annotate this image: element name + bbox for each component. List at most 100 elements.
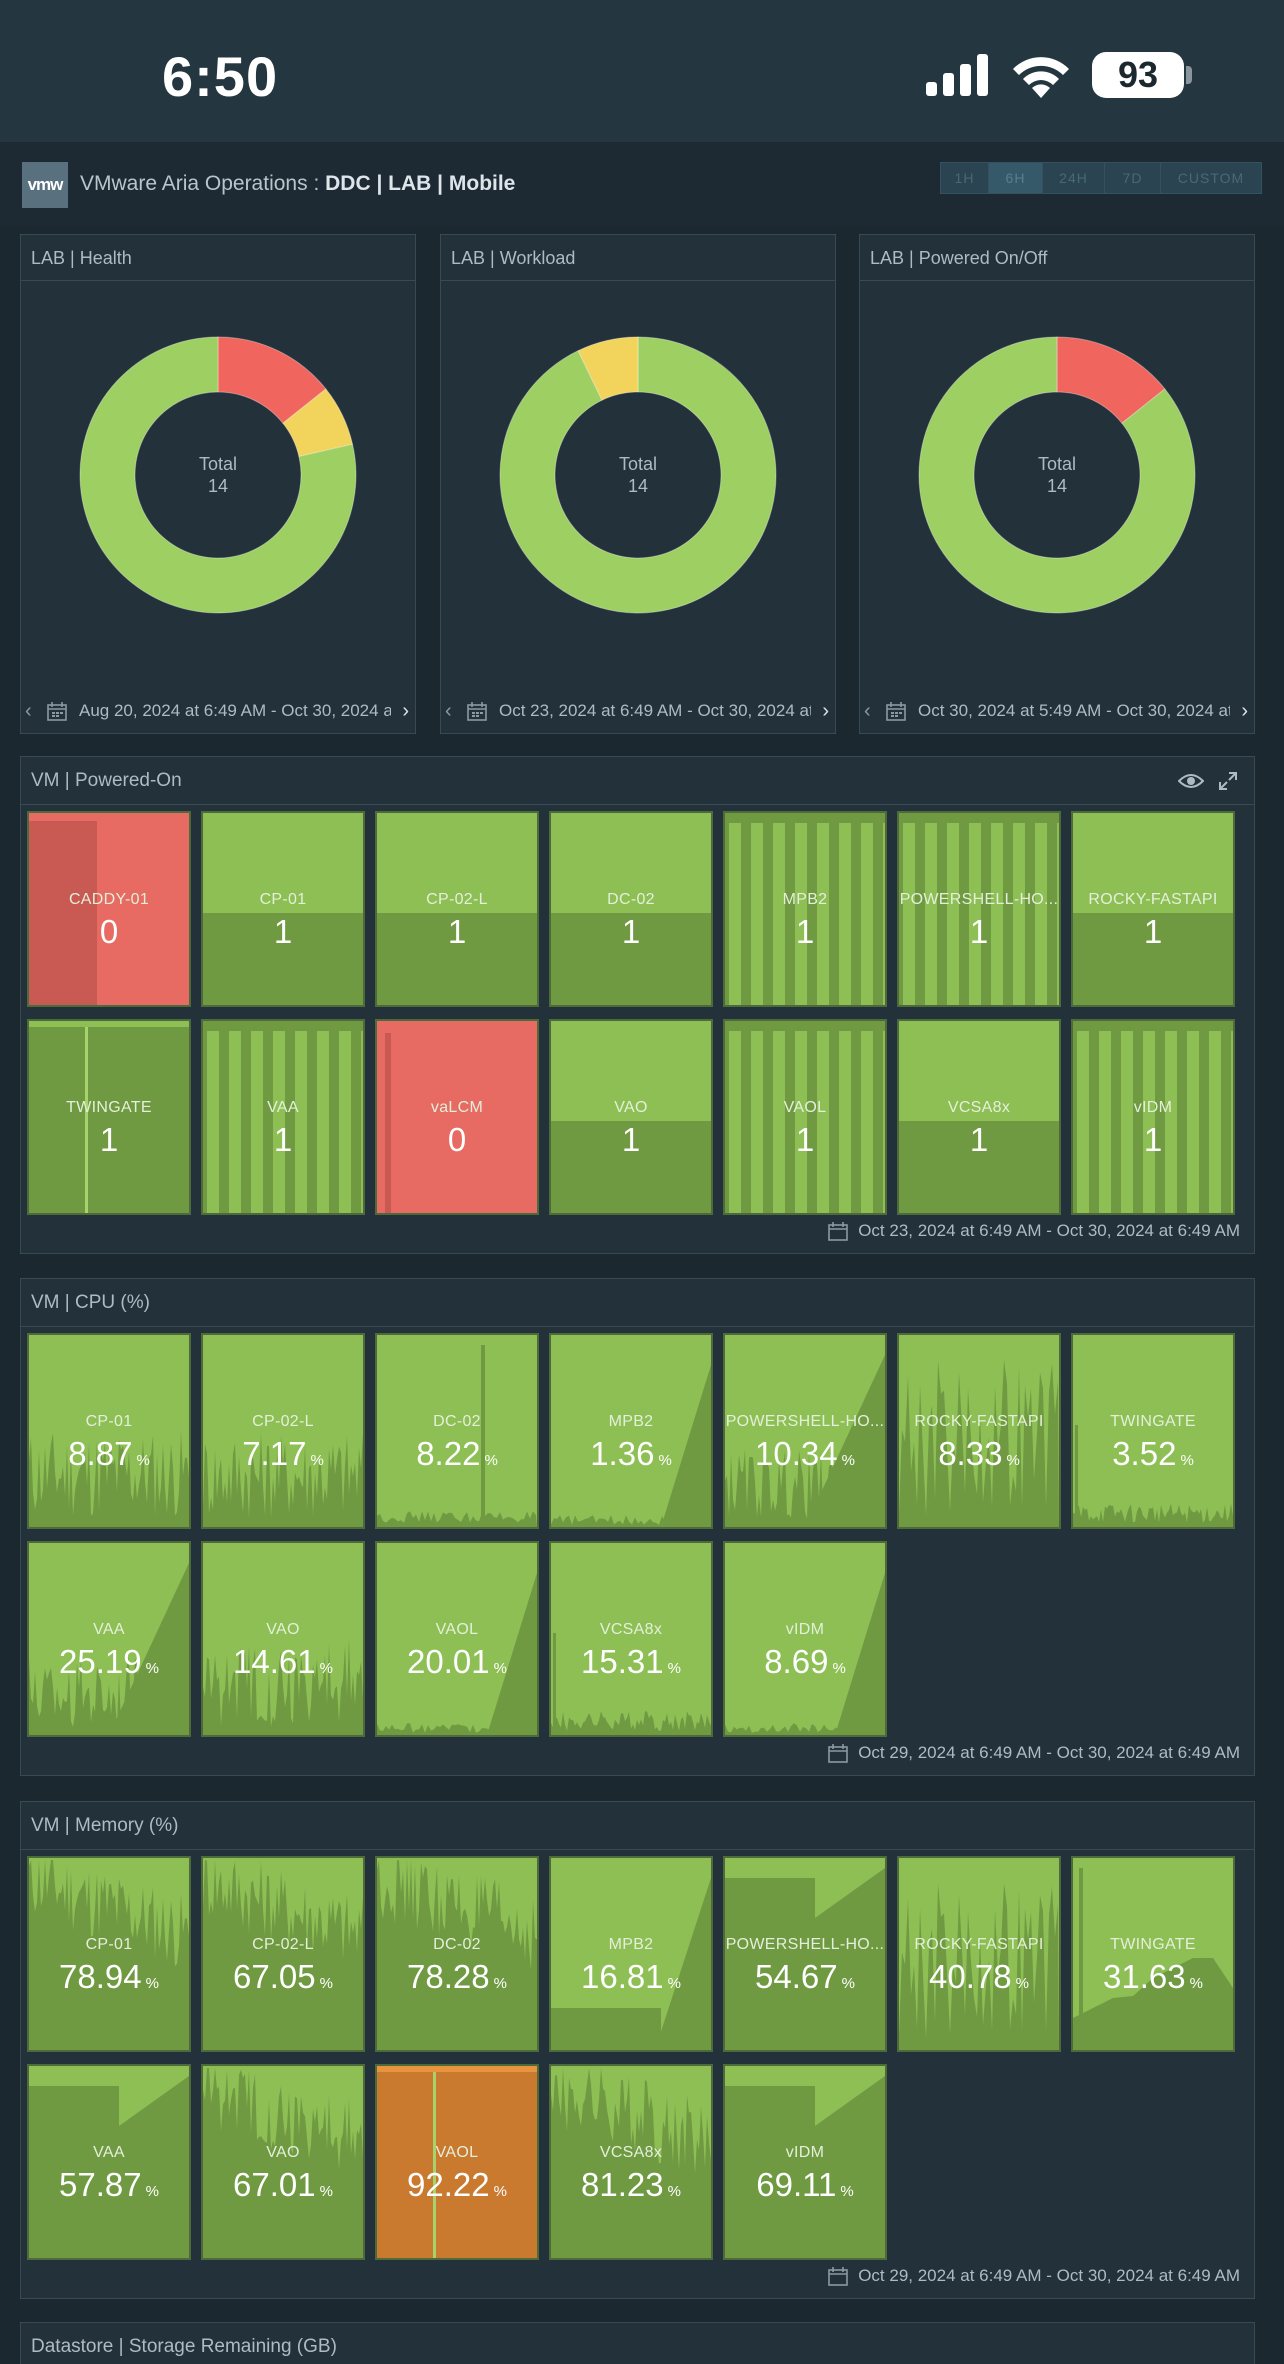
vm-tile-rocky-fastapi[interactable]: ROCKY-FASTAPI 8.33% [897, 1333, 1061, 1529]
vm-tile-powershell-ho[interactable]: POWERSHELL-HO... 54.67% [723, 1856, 887, 2052]
tile-number: 1 [273, 1121, 293, 1158]
next-range-arrow-icon[interactable]: › [820, 689, 829, 733]
vm-tile-cp-02-l[interactable]: CP-02-L 67.05% [201, 1856, 365, 2052]
donut-segment-0[interactable] [1056, 336, 1166, 424]
tile-name: VAO [266, 1621, 300, 1638]
vm-tile-vaol[interactable]: VAOL 1 [723, 1019, 887, 1215]
vm-tile-rocky-fastapi[interactable]: ROCKY-FASTAPI 40.78% [897, 1856, 1061, 2052]
tile-unit: % [319, 2183, 333, 2200]
vm-tile-cp-02-l[interactable]: CP-02-L 7.17% [201, 1333, 365, 1529]
donut-segment-0[interactable] [217, 336, 327, 424]
tile-number: 1.36 [590, 1435, 655, 1472]
health-donut-chart[interactable]: Total 14 [78, 335, 358, 615]
vm-tile-cp-01[interactable]: CP-01 1 [201, 811, 365, 1007]
range-1h-button[interactable]: 1H [941, 163, 989, 193]
vm-tile-vaol[interactable]: VAOL 92.22% [375, 2064, 539, 2260]
panel-footer: ‹ Oct 30, 2024 at 5:49 AM - Oct 30, 2024… [860, 689, 1254, 733]
tile-unit: % [319, 1660, 333, 1677]
vm-tile-vidm[interactable]: vIDM 69.11% [723, 2064, 887, 2260]
wifi-icon [1013, 57, 1069, 98]
vm-tile-vidm[interactable]: vIDM 1 [1071, 1019, 1235, 1215]
tile-name: MPB2 [608, 1936, 654, 1953]
next-range-arrow-icon[interactable]: › [400, 689, 409, 733]
sparkline [1073, 1425, 1233, 1527]
tile-number: 15.31 [581, 1643, 664, 1680]
workload-donut-chart[interactable]: Total 14 [498, 335, 778, 615]
panel-title: LAB | Powered On/Off [860, 235, 1254, 281]
datastore-panel: Datastore | Storage Remaining (GB) [20, 2322, 1255, 2364]
tile-value: 1 [377, 913, 537, 951]
tile-number: 1 [99, 1121, 119, 1158]
vm-tile-dc-02[interactable]: DC-02 1 [549, 811, 713, 1007]
eye-icon[interactable] [1178, 771, 1204, 791]
vm-tile-vaol[interactable]: VAOL 20.01% [375, 1541, 539, 1737]
tile-name: CP-02-L [252, 1936, 314, 1953]
vm-tile-vao[interactable]: VAO 14.61% [201, 1541, 365, 1737]
tile-value: 1 [203, 1121, 363, 1159]
range-7d-button[interactable]: 7D [1105, 163, 1161, 193]
tile-name: VCSA8x [947, 1099, 1011, 1116]
vm-tile-vao[interactable]: VAO 67.01% [201, 2064, 365, 2260]
sparkline [29, 2076, 189, 2258]
vm-tile-vao[interactable]: VAO 1 [549, 1019, 713, 1215]
vm-tile-vcsa8x[interactable]: VCSA8x 1 [897, 1019, 1061, 1215]
vm-tile-dc-02[interactable]: DC-02 8.22% [375, 1333, 539, 1529]
donut-segment-0[interactable] [499, 336, 777, 614]
prev-range-arrow-icon[interactable]: ‹ [445, 700, 452, 722]
tile-value: 0 [29, 913, 189, 951]
vm-tile-vaa[interactable]: VAA 57.87% [27, 2064, 191, 2260]
vm-tile-vidm[interactable]: vIDM 8.69% [723, 1541, 887, 1737]
calendar-icon [828, 2266, 849, 2286]
prev-range-arrow-icon[interactable]: ‹ [25, 700, 32, 722]
vm-tile-twingate[interactable]: TWINGATE 3.52% [1071, 1333, 1235, 1529]
vm-tile-cp-01[interactable]: CP-01 8.87% [27, 1333, 191, 1529]
tile-value: 8.33% [899, 1435, 1059, 1473]
tile-number: 78.94 [59, 1958, 142, 1995]
donut-segment-1[interactable] [918, 336, 1196, 614]
powered-donut-chart[interactable]: Total 14 [917, 335, 1197, 615]
calendar-icon [467, 702, 487, 721]
vm-tile-cp-02-l[interactable]: CP-02-L 1 [375, 811, 539, 1007]
vm-tile-vaa[interactable]: VAA 25.19% [27, 1541, 191, 1737]
donut-segment-2[interactable] [79, 336, 357, 614]
tile-name: ROCKY-FASTAPI [914, 1413, 1044, 1430]
vm-tile-vaa[interactable]: VAA 1 [201, 1019, 365, 1215]
range-24h-button[interactable]: 24H [1043, 163, 1105, 193]
vm-tile-twingate[interactable]: TWINGATE 31.63% [1071, 1856, 1235, 2052]
total-value: 14 [207, 476, 229, 496]
vm-tile-vcsa8x[interactable]: VCSA8x 81.23% [549, 2064, 713, 2260]
vm-tile-caddy-01[interactable]: CADDY-01 0 [27, 811, 191, 1007]
vm-tile-dc-02[interactable]: DC-02 78.28% [375, 1856, 539, 2052]
prev-range-arrow-icon[interactable]: ‹ [864, 700, 871, 722]
vm-tile-twingate[interactable]: TWINGATE 1 [27, 1019, 191, 1215]
tile-unit: % [667, 2183, 681, 2200]
clock: 6:50 [162, 45, 279, 108]
vm-tile-cp-01[interactable]: CP-01 78.94% [27, 1856, 191, 2052]
expand-icon[interactable] [1218, 771, 1238, 791]
range-custom-button[interactable]: CUSTOM [1161, 163, 1261, 193]
panel-title: Datastore | Storage Remaining (GB) [21, 2323, 1254, 2364]
vm-tile-mpb2[interactable]: MPB2 16.81% [549, 1856, 713, 2052]
donut-segment-1[interactable] [282, 388, 354, 458]
sparkline [203, 1638, 363, 1735]
vm-tile-vcsa8x[interactable]: VCSA8x 15.31% [549, 1541, 713, 1737]
range-6h-button[interactable]: 6H [989, 163, 1043, 193]
date-range-text: Oct 30, 2024 at 5:49 AM - Oct 30, 2024 a… [918, 701, 1230, 720]
vm-tile-powershell-ho[interactable]: POWERSHELL-HO... 10.34% [723, 1333, 887, 1529]
vm-tile-powershell-ho[interactable]: POWERSHELL-HO... 1 [897, 811, 1061, 1007]
tile-value: 8.87% [29, 1435, 189, 1473]
tile-number: 10.34 [755, 1435, 838, 1472]
vm-tile-mpb2[interactable]: MPB2 1 [723, 811, 887, 1007]
tile-value: 40.78% [899, 1958, 1059, 1996]
vm-tile-rocky-fastapi[interactable]: ROCKY-FASTAPI 1 [1071, 811, 1235, 1007]
next-range-arrow-icon[interactable]: › [1239, 689, 1248, 733]
vm-tile-mpb2[interactable]: MPB2 1.36% [549, 1333, 713, 1529]
vm-tile-valcm[interactable]: vaLCM 0 [375, 1019, 539, 1215]
donut-segment-1[interactable] [577, 336, 639, 401]
tile-name: VAO [266, 2144, 300, 2161]
tile-value: 8.22% [377, 1435, 537, 1473]
sparkline [725, 813, 885, 1005]
panel-footer: ‹ Aug 20, 2024 at 6:49 AM - Oct 30, 2024… [21, 689, 415, 733]
tile-number: 7.17 [242, 1435, 307, 1472]
tile-unit: % [484, 1452, 498, 1469]
